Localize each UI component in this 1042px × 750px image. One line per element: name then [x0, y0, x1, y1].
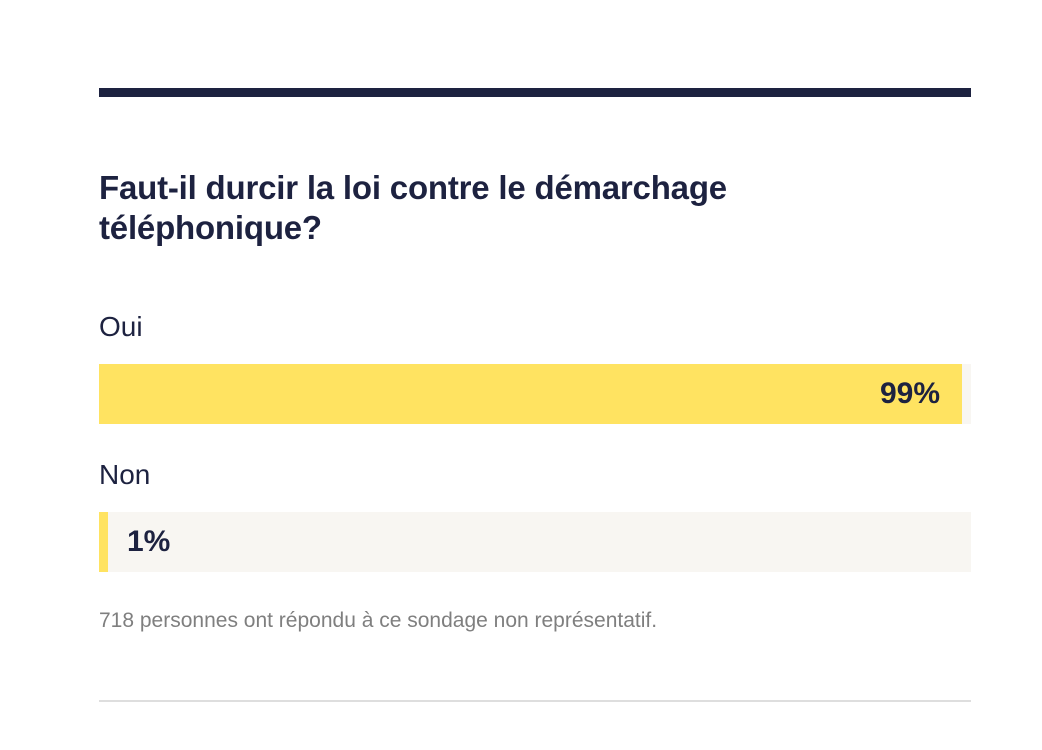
bar-oui	[99, 364, 962, 424]
bottom-divider	[99, 700, 971, 702]
bar-track-oui: 99%	[99, 364, 971, 424]
option-label-oui: Oui	[99, 311, 143, 342]
top-divider	[99, 88, 971, 97]
bar-non	[99, 512, 108, 572]
poll-question: Faut-il durcir la loi contre le démarcha…	[99, 169, 727, 246]
poll-footnote: 718 personnes ont répondu à ce sondage n…	[99, 609, 658, 632]
bar-label-non: 1%	[127, 525, 171, 558]
bar-label-oui: 99%	[879, 377, 940, 410]
option-label-non: Non	[99, 459, 151, 490]
bar-track-non: 1%	[99, 512, 971, 572]
